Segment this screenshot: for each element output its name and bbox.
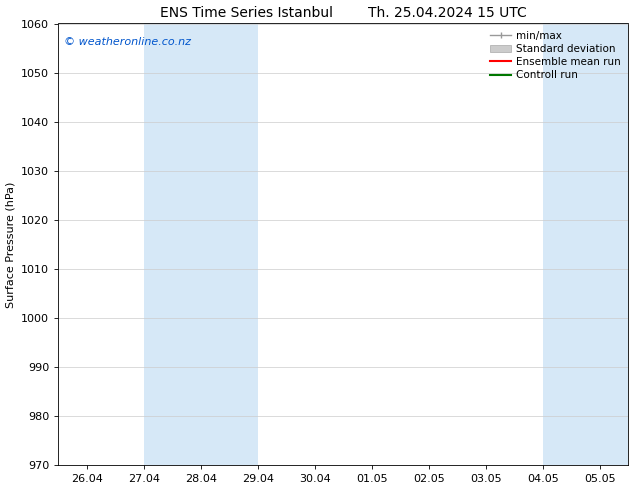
Y-axis label: Surface Pressure (hPa): Surface Pressure (hPa) xyxy=(6,181,16,308)
Legend: min/max, Standard deviation, Ensemble mean run, Controll run: min/max, Standard deviation, Ensemble me… xyxy=(486,26,625,84)
Bar xyxy=(144,24,258,465)
Text: © weatheronline.co.nz: © weatheronline.co.nz xyxy=(64,37,191,47)
Bar xyxy=(543,24,628,465)
Title: ENS Time Series Istanbul        Th. 25.04.2024 15 UTC: ENS Time Series Istanbul Th. 25.04.2024 … xyxy=(160,5,527,20)
